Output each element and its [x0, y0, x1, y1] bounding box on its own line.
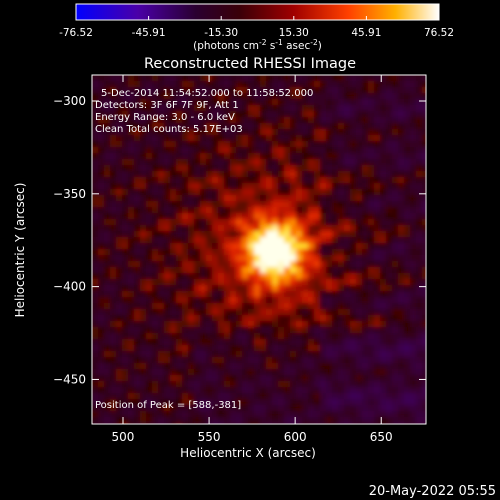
annotations: 5-Dec-2014 11:54:52.000 to 11:58:52.000D… [95, 88, 313, 135]
annotation-line: Energy Range: 3.0 - 6.0 keV [95, 112, 235, 123]
y-tick-label: −350 [53, 187, 86, 201]
peak-label: Position of Peak = [588,-381] [95, 400, 241, 411]
colorbar: -76.52 -45.91 -15.30 15.30 45.91 76.52 (photo… [59, 3, 454, 52]
y-tick-label: −300 [53, 94, 86, 108]
x-tick-label: 650 [370, 430, 393, 444]
y-tick-label: −400 [53, 280, 86, 294]
annotation-line: Clean Total counts: 5.17E+03 [95, 124, 243, 135]
heatmap-image [92, 75, 426, 424]
x-tick-label: 600 [284, 430, 307, 444]
colorbar-units: (photons cm-2 s-1 asec-2) [193, 38, 322, 52]
annotation-line: Detectors: 3F 6F 7F 9F, Att 1 [95, 100, 239, 111]
plot-frame [91, 74, 427, 425]
plot-area: 500 550 600 650 −300 −350 −400 −450 [53, 74, 427, 444]
x-tick-label: 500 [112, 430, 135, 444]
y-tick-label: −450 [53, 372, 86, 386]
colorbar-tick-label: -45.91 [132, 27, 166, 39]
x-tick-label: 550 [198, 430, 221, 444]
annotation-line: 5-Dec-2014 11:54:52.000 to 11:58:52.000 [101, 88, 313, 99]
chart-title: Reconstructed RHESSI Image [144, 56, 356, 72]
colorbar-tick-label: -15.30 [204, 27, 238, 39]
colorbar-tick-label: 76.52 [424, 27, 454, 39]
x-axis-label: Heliocentric X (arcsec) [180, 446, 316, 460]
colorbar-tick-label: 45.91 [351, 27, 381, 39]
colorbar-tick-label: 15.30 [279, 27, 309, 39]
colorbar-gradient [75, 3, 440, 21]
colorbar-tick-label: -76.52 [59, 27, 93, 39]
y-axis-label: Heliocentric Y (arcsec) [13, 183, 27, 318]
footer-date: 20-May-2022 05:55 [369, 484, 496, 499]
